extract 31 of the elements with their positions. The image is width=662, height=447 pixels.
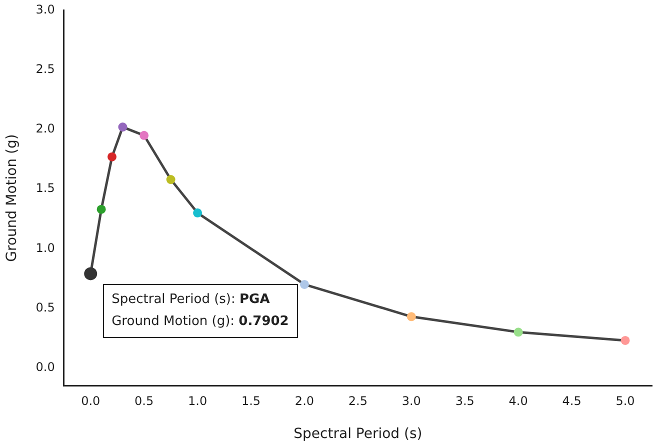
x-tick-label: 1.0 (188, 394, 208, 408)
x-tick-label: 1.5 (241, 394, 261, 408)
point (514, 328, 523, 337)
point (620, 336, 630, 345)
annotation: Spectral Period (s): PGA Ground Motion (g): 0.7902 (112, 292, 289, 329)
point (140, 130, 149, 140)
y-tick-label: 1.0 (36, 240, 55, 255)
x-tick-label: 5.0 (616, 394, 635, 408)
x-tick-label: 2.0 (294, 394, 314, 408)
y-tick-label: 1.5 (36, 181, 55, 196)
x-tick-label: 0.5 (134, 394, 154, 408)
x-tick-label: 3.0 (402, 394, 421, 408)
y-tick-label: 0.0 (36, 360, 55, 374)
y-axis-title: Ground Motion (g) (4, 134, 20, 262)
y-tick-label: 3.0 (36, 2, 55, 16)
point (166, 175, 176, 184)
y-tick-label: 2.5 (36, 62, 55, 76)
x-tick-label: 2.5 (348, 394, 368, 408)
x-tick-label: 0.0 (81, 394, 100, 408)
y-tick-label: 2.0 (36, 122, 55, 136)
y-tick-label: 0.5 (36, 300, 55, 314)
x-tick-label: 4.5 (562, 394, 582, 408)
point (108, 152, 117, 162)
point (96, 204, 106, 214)
x-tick-label: 4.0 (508, 394, 528, 408)
point (300, 280, 309, 289)
x-axis-title: Spectral Period (s) (294, 426, 422, 442)
x-tick-label: 3.5 (455, 394, 474, 408)
point (193, 208, 202, 218)
point (406, 312, 416, 322)
point (118, 122, 128, 132)
